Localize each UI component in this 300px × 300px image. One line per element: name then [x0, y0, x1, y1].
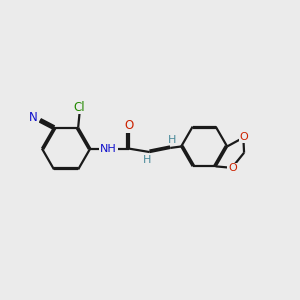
Text: O: O [124, 119, 133, 132]
Text: O: O [240, 132, 248, 142]
Text: Cl: Cl [74, 100, 85, 113]
Text: H: H [168, 135, 176, 145]
Text: NH: NH [100, 143, 117, 154]
Text: N: N [29, 111, 38, 124]
Text: O: O [228, 164, 237, 173]
Text: H: H [143, 155, 152, 165]
